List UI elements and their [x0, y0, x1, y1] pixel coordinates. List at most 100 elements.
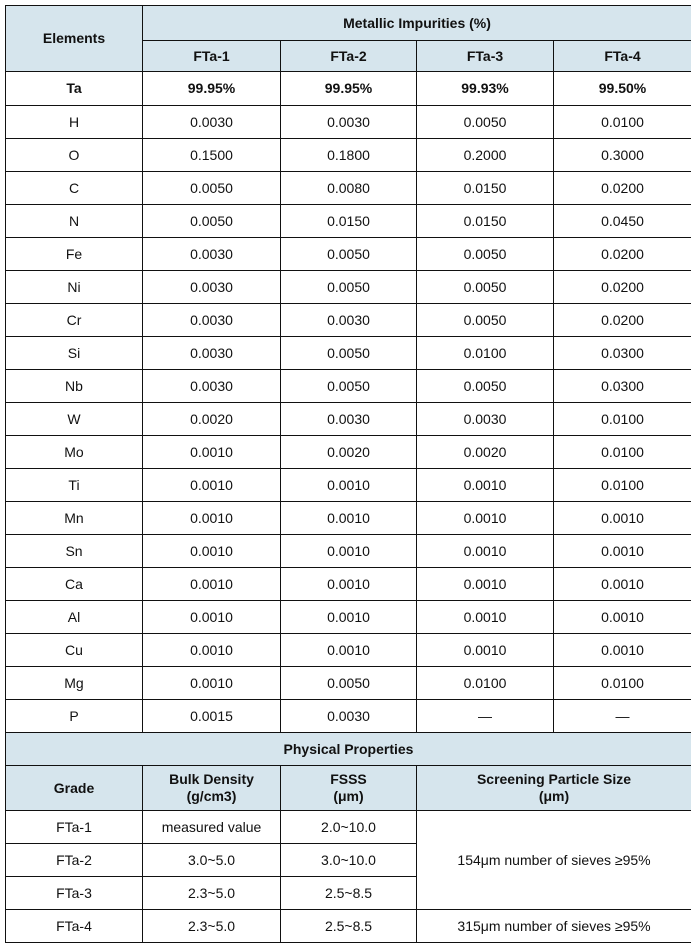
value-cell: 0.0010	[143, 436, 281, 469]
bulk-density-cell: 2.3~5.0	[143, 877, 281, 910]
value-cell: 99.50%	[554, 72, 691, 106]
element-cell: Cu	[6, 634, 143, 667]
value-cell: 0.0010	[417, 535, 554, 568]
value-cell: —	[417, 700, 554, 733]
value-cell: 0.0030	[143, 370, 281, 403]
value-cell: 0.0020	[143, 403, 281, 436]
value-cell: 0.0100	[554, 667, 691, 700]
fsss-cell: 2.0~10.0	[281, 811, 417, 844]
value-cell: 0.0050	[417, 106, 554, 139]
value-cell: 0.0050	[143, 172, 281, 205]
bulk-density-cell: 3.0~5.0	[143, 844, 281, 877]
element-cell: Ti	[6, 469, 143, 502]
element-cell: Ni	[6, 271, 143, 304]
value-cell: 0.0030	[143, 304, 281, 337]
value-cell: 0.0150	[417, 172, 554, 205]
value-cell: 0.3000	[554, 139, 691, 172]
screening-header-label: Screening Particle Size	[417, 771, 691, 788]
grade-header: FTa-2	[281, 41, 417, 72]
physical-properties-header: Physical Properties	[6, 733, 691, 766]
value-cell: 0.0200	[554, 238, 691, 271]
element-cell: Sn	[6, 535, 143, 568]
grade-cell: FTa-1	[6, 811, 143, 844]
fsss-header-unit: (μm)	[281, 788, 416, 805]
value-cell: 0.0300	[554, 370, 691, 403]
element-cell: Ta	[6, 72, 143, 106]
value-cell: 0.0010	[281, 535, 417, 568]
value-cell: 0.0010	[554, 568, 691, 601]
fsss-cell: 3.0~10.0	[281, 844, 417, 877]
value-cell: 0.0050	[281, 337, 417, 370]
grade-cell: FTa-4	[6, 910, 143, 943]
value-cell: 0.0030	[281, 700, 417, 733]
fsss-header-label: FSSS	[281, 771, 416, 788]
value-cell: 0.0200	[554, 304, 691, 337]
value-cell: 0.0050	[281, 370, 417, 403]
value-cell: 99.95%	[281, 72, 417, 106]
value-cell: 99.93%	[417, 72, 554, 106]
value-cell: 0.0030	[417, 403, 554, 436]
value-cell: 0.0030	[281, 304, 417, 337]
value-cell: 0.1500	[143, 139, 281, 172]
value-cell: 0.0010	[281, 469, 417, 502]
screening-header-unit: (μm)	[417, 788, 691, 805]
physical-title-row: Physical Properties	[6, 733, 691, 766]
element-cell: W	[6, 403, 143, 436]
value-cell: 0.0100	[554, 106, 691, 139]
value-cell: 0.0010	[143, 634, 281, 667]
value-cell: 0.0050	[417, 238, 554, 271]
value-cell: 99.95%	[143, 72, 281, 106]
value-cell: 0.0010	[554, 535, 691, 568]
value-cell: 0.0100	[554, 469, 691, 502]
ta-row: Ta 99.95% 99.95% 99.93% 99.50%	[6, 72, 691, 106]
bulk-density-header: Bulk Density(g/cm3)	[143, 766, 281, 811]
grade-header: FTa-3	[417, 41, 554, 72]
element-cell: N	[6, 205, 143, 238]
value-cell: 0.0050	[417, 304, 554, 337]
value-cell: 0.0030	[281, 106, 417, 139]
bulk-density-cell: measured value	[143, 811, 281, 844]
bulk-density-header-label: Bulk Density	[143, 771, 280, 788]
element-cell: Mg	[6, 667, 143, 700]
value-cell: 0.0010	[417, 634, 554, 667]
value-cell: 0.0010	[143, 502, 281, 535]
value-cell: 0.0050	[417, 370, 554, 403]
value-cell: 0.0010	[281, 502, 417, 535]
value-cell: 0.0080	[281, 172, 417, 205]
value-cell: 0.2000	[417, 139, 554, 172]
value-cell: 0.0010	[417, 601, 554, 634]
element-cell: Si	[6, 337, 143, 370]
value-cell: 0.0150	[417, 205, 554, 238]
value-cell: 0.0100	[554, 403, 691, 436]
value-cell: 0.0100	[417, 667, 554, 700]
value-cell: 0.0010	[417, 469, 554, 502]
value-cell: 0.0010	[143, 568, 281, 601]
value-cell: 0.0010	[281, 634, 417, 667]
value-cell: 0.0050	[281, 238, 417, 271]
grade-column-header: Grade	[6, 766, 143, 811]
value-cell: 0.0030	[281, 403, 417, 436]
grade-header: FTa-4	[554, 41, 691, 72]
value-cell: 0.0010	[554, 634, 691, 667]
fsss-cell: 2.5~8.5	[281, 910, 417, 943]
value-cell: 0.0020	[417, 436, 554, 469]
value-cell: 0.0010	[281, 568, 417, 601]
value-cell: 0.0010	[143, 535, 281, 568]
